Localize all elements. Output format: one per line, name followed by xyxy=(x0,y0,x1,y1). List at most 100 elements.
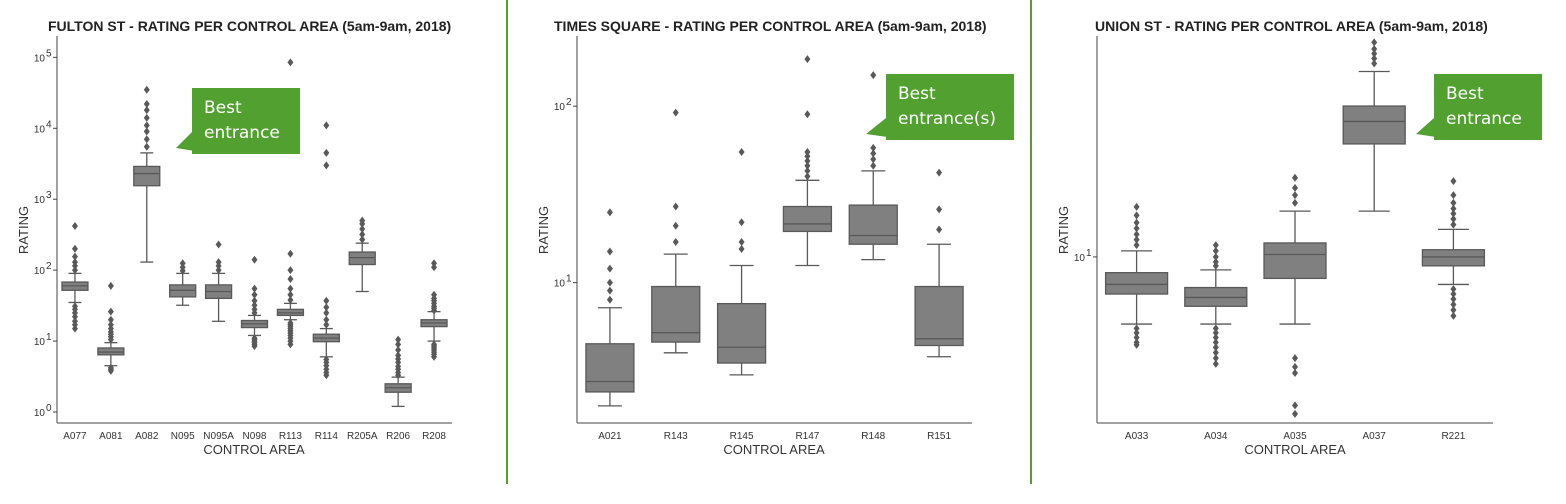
outlier-point xyxy=(606,208,613,217)
outlier-point xyxy=(251,296,258,305)
x-axis-label: CONTROL AREA xyxy=(1244,442,1346,457)
outlier-point xyxy=(1450,177,1457,186)
best-entrance-callout: Best entrance(s) xyxy=(866,74,1014,140)
outlier-point xyxy=(215,266,222,275)
outlier-point xyxy=(323,121,330,130)
outlier-point xyxy=(71,266,78,275)
callout-text: Best xyxy=(898,84,936,104)
y-tick-label: 10 xyxy=(554,102,566,113)
outlier-point xyxy=(323,148,330,157)
outlier-point xyxy=(1133,230,1140,239)
outlier-point xyxy=(936,205,943,214)
outlier-point xyxy=(1450,311,1457,320)
box-a033 xyxy=(1104,202,1169,349)
y-tick-label: 10 xyxy=(34,408,46,419)
x-tick-label: R208 xyxy=(422,431,446,442)
outlier-point xyxy=(1292,173,1298,182)
callout-text: entrance(s) xyxy=(898,109,996,129)
x-tick-label: R143 xyxy=(664,431,688,442)
outlier-point xyxy=(1133,328,1140,337)
outlier-point xyxy=(143,135,150,144)
outlier-point xyxy=(143,121,150,130)
outlier-point xyxy=(606,278,613,287)
outlier-point xyxy=(1133,333,1140,342)
box-n095a xyxy=(204,240,233,322)
outlier-point xyxy=(804,147,811,156)
outlier-point xyxy=(287,290,294,299)
outlier-point xyxy=(870,149,877,158)
box-body xyxy=(1342,105,1406,145)
outlier-point xyxy=(1450,215,1457,224)
chart-title: FULTON ST - RATING PER CONTROL AREA (5am… xyxy=(48,18,451,34)
outlier-point xyxy=(107,320,114,329)
outlier-point xyxy=(215,240,222,249)
outlier-point xyxy=(1450,295,1457,304)
outlier-point xyxy=(251,255,258,264)
box-r205a xyxy=(348,216,376,293)
outlier-point xyxy=(71,317,78,326)
callout-text: entrance xyxy=(204,123,280,143)
outlier-point xyxy=(804,166,811,175)
y-tick-exponent: 1 xyxy=(1086,248,1092,259)
box-r143 xyxy=(651,108,701,354)
y-tick-exponent: 0 xyxy=(46,403,52,414)
outlier-point xyxy=(143,142,150,151)
y-tick-exponent: 3 xyxy=(46,190,52,201)
outlier-point xyxy=(870,71,877,80)
box-r151 xyxy=(914,168,964,358)
outlier-point xyxy=(395,345,402,354)
outlier-point xyxy=(1133,241,1140,250)
outlier-point xyxy=(804,152,811,161)
outlier-point xyxy=(1292,354,1298,363)
outlier-point xyxy=(143,99,150,108)
box-a021 xyxy=(585,208,635,407)
box-r145 xyxy=(716,147,767,376)
outlier-point xyxy=(107,363,114,372)
outlier-point xyxy=(431,290,438,299)
outlier-point xyxy=(936,225,943,234)
y-tick-exponent: 2 xyxy=(566,97,572,108)
outlier-point xyxy=(1212,257,1219,266)
outlier-point xyxy=(71,302,78,311)
outlier-point xyxy=(359,216,366,225)
outlier-point xyxy=(359,230,366,239)
outlier-point xyxy=(143,106,150,115)
x-tick-label: R206 xyxy=(386,431,410,442)
outlier-point xyxy=(287,58,294,67)
outlier-point xyxy=(1133,202,1140,211)
box-r147 xyxy=(782,55,833,267)
outlier-point xyxy=(870,143,877,152)
box-n098 xyxy=(240,255,269,351)
outlier-point xyxy=(143,113,150,122)
y-tick-exponent: 1 xyxy=(46,332,52,343)
x-tick-label: A033 xyxy=(1125,431,1149,442)
outlier-point xyxy=(1292,362,1298,371)
outlier-point xyxy=(1133,338,1140,347)
x-tick-label: A035 xyxy=(1283,431,1307,442)
outlier-point xyxy=(1371,44,1378,53)
box-r113 xyxy=(276,58,305,349)
outlier-point xyxy=(1212,333,1219,342)
outlier-point xyxy=(1212,348,1219,357)
outlier-point xyxy=(738,245,745,254)
outlier-point xyxy=(804,161,811,170)
outlier-point xyxy=(323,320,330,329)
box-body xyxy=(716,302,767,364)
outlier-point xyxy=(1292,198,1298,207)
outlier-point xyxy=(804,110,811,119)
outlier-point xyxy=(1371,49,1378,58)
y-tick-label: 10 xyxy=(34,195,46,206)
outlier-point xyxy=(1212,246,1219,255)
y-axis-label: RATING xyxy=(536,206,551,254)
outlier-point xyxy=(1212,324,1219,333)
outlier-point xyxy=(179,259,186,268)
y-tick-exponent: 2 xyxy=(46,261,52,272)
chart-title: TIMES SQUARE - RATING PER CONTROL AREA (… xyxy=(554,18,987,34)
outlier-point xyxy=(606,286,613,295)
y-tick-label: 10 xyxy=(34,266,46,277)
box-body xyxy=(651,285,701,343)
box-r206 xyxy=(384,335,412,408)
outlier-point xyxy=(804,172,811,181)
outlier-point xyxy=(1212,343,1219,352)
outlier-point xyxy=(1371,54,1378,63)
